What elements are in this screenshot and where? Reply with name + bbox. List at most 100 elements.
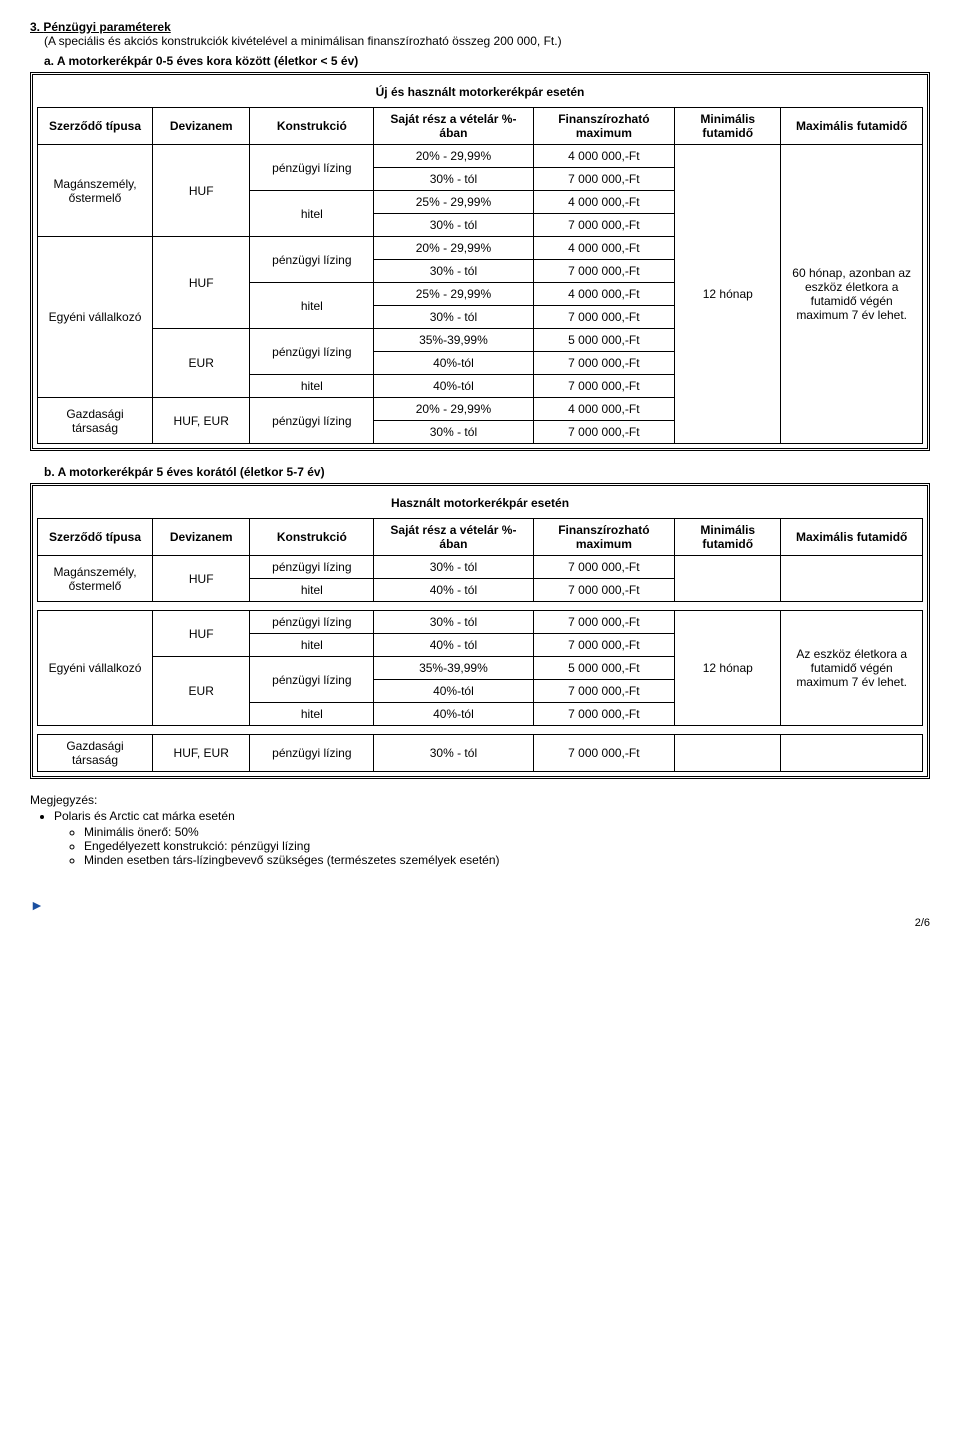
cell: 30% - tól — [374, 260, 533, 283]
cell: 7 000 000,-Ft — [533, 579, 675, 602]
note-subitem: Engedélyezett konstrukció: pénzügyi lízi… — [84, 839, 930, 853]
cell-empty — [781, 735, 923, 772]
cell: 7 000 000,-Ft — [533, 168, 675, 191]
col-header: Maximális futamidő — [781, 519, 923, 556]
cell-szerzodo: Magánszemély, őstermelő — [38, 145, 153, 237]
col-header: Maximális futamidő — [781, 108, 923, 145]
cell-max-futamido: Az eszköz életkora a futamidő végén maxi… — [781, 611, 923, 726]
col-header: Minimális futamidő — [675, 519, 781, 556]
cell-deviza: HUF — [153, 145, 250, 237]
cell-deviza: HUF — [153, 611, 250, 657]
cell: 20% - 29,99% — [374, 237, 533, 260]
cell: 40%-tól — [374, 680, 533, 703]
cell: 7 000 000,-Ft — [533, 556, 675, 579]
cell: 30% - tól — [374, 556, 533, 579]
cell: 25% - 29,99% — [374, 191, 533, 214]
table-b-wrapper: Használt motorkerékpár esetén Szerződő t… — [30, 483, 930, 779]
table-row: Gazdasági társaság HUF, EUR pénzügyi líz… — [38, 735, 923, 772]
col-header: Konstrukció — [250, 519, 374, 556]
notes-block: Megjegyzés: Polaris és Arctic cat márka … — [30, 793, 930, 867]
cell-empty — [675, 735, 781, 772]
col-header: Saját rész a vételár %-ában — [374, 519, 533, 556]
col-header: Saját rész a vételár %-ában — [374, 108, 533, 145]
cell: 25% - 29,99% — [374, 283, 533, 306]
cell-deviza: HUF — [153, 237, 250, 329]
cell: 7 000 000,-Ft — [533, 306, 675, 329]
part-a-letter: a. — [44, 54, 54, 68]
cell-szerzodo: Magánszemély, őstermelő — [38, 556, 153, 602]
cell: 7 000 000,-Ft — [533, 634, 675, 657]
cell: 7 000 000,-Ft — [533, 421, 675, 444]
cell-konstrukcio: pénzügyi lízing — [250, 145, 374, 191]
cell: 7 000 000,-Ft — [533, 735, 675, 772]
cell-deviza: HUF — [153, 556, 250, 602]
cell: 7 000 000,-Ft — [533, 680, 675, 703]
cell: 4 000 000,-Ft — [533, 283, 675, 306]
part-a-heading: a. A motorkerékpár 0-5 éves kora között … — [44, 54, 930, 68]
cell-konstrukcio: pénzügyi lízing — [250, 611, 374, 634]
part-b-heading: b. A motorkerékpár 5 éves korától (életk… — [44, 465, 930, 479]
cell: 30% - tól — [374, 306, 533, 329]
table-b3: Gazdasági társaság HUF, EUR pénzügyi líz… — [37, 734, 923, 772]
section-title-text: Pénzügyi paraméterek — [43, 20, 170, 34]
cell-szerzodo: Gazdasági társaság — [38, 398, 153, 444]
col-header: Devizanem — [153, 519, 250, 556]
cell-empty — [675, 556, 781, 602]
cell: 40% - tól — [374, 634, 533, 657]
note-item: Polaris és Arctic cat márka esetén — [54, 809, 930, 823]
cell: 40%-tól — [374, 375, 533, 398]
cell-konstrukcio: pénzügyi lízing — [250, 735, 374, 772]
cell: 40%-tól — [374, 703, 533, 726]
table-row: Szerződő típusa Devizanem Konstrukció Sa… — [38, 519, 923, 556]
part-b-title: A motorkerékpár 5 éves korától (életkor … — [58, 465, 325, 479]
part-b-letter: b. — [44, 465, 55, 479]
note-subitem: Minimális önerő: 50% — [84, 825, 930, 839]
cell: 4 000 000,-Ft — [533, 191, 675, 214]
cell: 7 000 000,-Ft — [533, 375, 675, 398]
cell: 7 000 000,-Ft — [533, 260, 675, 283]
cell-konstrukcio: pénzügyi lízing — [250, 237, 374, 283]
cell-konstrukcio: hitel — [250, 283, 374, 329]
col-header: Konstrukció — [250, 108, 374, 145]
cell: 40% - tól — [374, 579, 533, 602]
table-a-caption: Új és használt motorkerékpár esetén — [37, 79, 923, 107]
page-number: 2/6 — [30, 917, 930, 929]
table-b2: Egyéni vállalkozó HUF pénzügyi lízing 30… — [37, 610, 923, 726]
cell: 30% - tól — [374, 735, 533, 772]
cell-min-futamido: 12 hónap — [675, 145, 781, 444]
note-subitem: Minden esetben társ-lízingbevevő szükség… — [84, 853, 930, 867]
cell-szerzodo: Gazdasági társaság — [38, 735, 153, 772]
cell: 20% - 29,99% — [374, 398, 533, 421]
table-row: Egyéni vállalkozó HUF pénzügyi lízing 30… — [38, 611, 923, 634]
section-number: 3. — [30, 20, 40, 34]
cell: 20% - 29,99% — [374, 145, 533, 168]
cell-konstrukcio: pénzügyi lízing — [250, 398, 374, 444]
table-row: Magánszemély, őstermelő HUF pénzügyi líz… — [38, 556, 923, 579]
cell: 7 000 000,-Ft — [533, 352, 675, 375]
table-row: Magánszemély, őstermelő HUF pénzügyi líz… — [38, 145, 923, 168]
section-heading: 3. Pénzügyi paraméterek — [30, 20, 930, 34]
col-header: Minimális futamidő — [675, 108, 781, 145]
cell-deviza: HUF, EUR — [153, 735, 250, 772]
cell-deviza: EUR — [153, 329, 250, 398]
cell: 35%-39,99% — [374, 657, 533, 680]
table-b1: Szerződő típusa Devizanem Konstrukció Sa… — [37, 518, 923, 602]
cell: 30% - tól — [374, 168, 533, 191]
cell: 4 000 000,-Ft — [533, 398, 675, 421]
cell: 4 000 000,-Ft — [533, 145, 675, 168]
col-header: Finanszírozható maximum — [533, 108, 675, 145]
cell-konstrukcio: pénzügyi lízing — [250, 329, 374, 375]
cell-konstrukcio: pénzügyi lízing — [250, 657, 374, 703]
cell: 5 000 000,-Ft — [533, 657, 675, 680]
cell-konstrukcio: hitel — [250, 375, 374, 398]
cell-max-futamido: 60 hónap, azonban az eszköz életkora a f… — [781, 145, 923, 444]
cell-deviza: HUF, EUR — [153, 398, 250, 444]
cell-empty — [781, 556, 923, 602]
table-b-caption: Használt motorkerékpár esetén — [37, 490, 923, 518]
cell-deviza: EUR — [153, 657, 250, 726]
cell-min-futamido: 12 hónap — [675, 611, 781, 726]
cell: 30% - tól — [374, 214, 533, 237]
cell: 4 000 000,-Ft — [533, 237, 675, 260]
cell-szerzodo: Egyéni vállalkozó — [38, 237, 153, 398]
table-a: Szerződő típusa Devizanem Konstrukció Sa… — [37, 107, 923, 444]
